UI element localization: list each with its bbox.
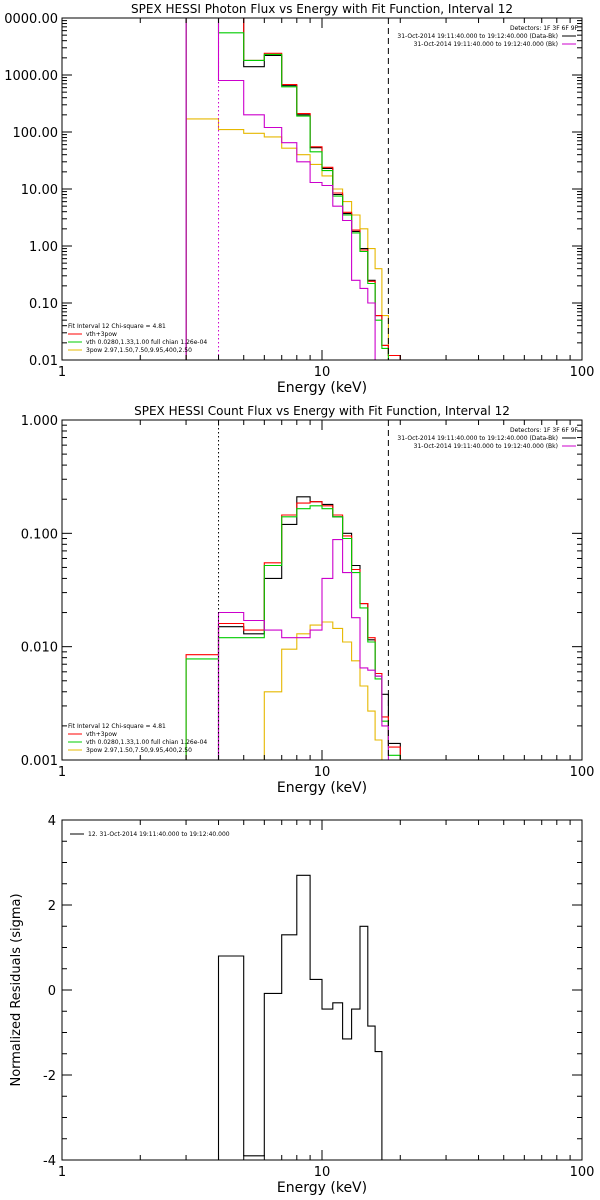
x-tick-label: 1 bbox=[58, 365, 66, 380]
legend-entry: 31-Oct-2014 19:11:40.000 to 19:12:40.000… bbox=[414, 443, 558, 450]
y-tick-label: 0 bbox=[48, 984, 56, 999]
x-axis-label: Energy (keV) bbox=[277, 380, 367, 396]
legend-entry: vth+3pow bbox=[86, 331, 117, 338]
series-line-5 bbox=[185, 539, 401, 760]
y-tick-label: 0.01 bbox=[29, 354, 58, 369]
chart-title: SPEX HESSI Photon Flux vs Energy with Fi… bbox=[131, 2, 513, 16]
series-line-1 bbox=[217, 874, 389, 1160]
x-axis-label: Energy (keV) bbox=[277, 1180, 367, 1196]
legend-entry: 12. 31-Oct-2014 19:11:40.000 to 19:12:40… bbox=[88, 831, 230, 838]
legend-header: Detectors: 1F 3F 6F 9F bbox=[510, 25, 579, 32]
chart-panel-1: SPEX HESSI Photon Flux vs Energy with Fi… bbox=[4, 2, 595, 396]
chart-title: SPEX HESSI Count Flux vs Energy with Fit… bbox=[134, 404, 510, 418]
y-tick-label: 1.00 bbox=[29, 240, 58, 255]
legend-header: Detectors: 1F 3F 6F 9F bbox=[510, 427, 579, 434]
legend-header: Fit Interval 12 Chi-square = 4.81 bbox=[68, 323, 166, 330]
plot-area bbox=[185, 18, 401, 360]
legend-entry: 3pow 2.97,1.50,7.50,9.95,400,2.50 bbox=[86, 347, 192, 354]
y-tick-label: 0.001 bbox=[21, 754, 58, 769]
legend-entry: vth 0.0280,1.33,1.00 full chian 1.26e-04 bbox=[86, 339, 207, 346]
y-tick-label: 0.100 bbox=[21, 527, 58, 542]
y-tick-label: -4 bbox=[43, 1154, 56, 1169]
legend-bottom: Fit Interval 12 Chi-square = 4.81vth+3po… bbox=[68, 723, 207, 754]
y-tick-label: 1000.00 bbox=[4, 69, 58, 84]
x-tick-label: 100 bbox=[570, 765, 595, 780]
y-tick-label: 1.000 bbox=[21, 414, 58, 429]
x-tick-label: 10 bbox=[314, 365, 331, 380]
y-tick-label: 0.010 bbox=[21, 641, 58, 656]
y-tick-label: 0.10 bbox=[29, 297, 58, 312]
y-tick-label: 2 bbox=[48, 899, 56, 914]
y-tick-label: 4 bbox=[48, 814, 56, 829]
x-tick-label: 100 bbox=[570, 1165, 595, 1180]
legend-entry: 31-Oct-2014 19:11:40.000 to 19:12:40.000… bbox=[397, 33, 558, 40]
legend-entry: 31-Oct-2014 19:11:40.000 to 19:12:40.000… bbox=[397, 435, 558, 442]
legend-entry: 3pow 2.97,1.50,7.50,9.95,400,2.50 bbox=[86, 747, 192, 754]
plot-area bbox=[217, 874, 389, 1160]
plot-frame bbox=[61, 17, 583, 361]
y-axis-label: Normalized Residuals (sigma) bbox=[9, 893, 24, 1086]
x-tick-label: 1 bbox=[58, 1165, 66, 1180]
x-tick-label: 10 bbox=[314, 765, 331, 780]
x-axis-label: Energy (keV) bbox=[277, 780, 367, 796]
y-tick-label: 0000.00 bbox=[4, 12, 58, 27]
legend-entry: vth+3pow bbox=[86, 731, 117, 738]
legend-header: Fit Interval 12 Chi-square = 4.81 bbox=[68, 723, 166, 730]
series-line-4 bbox=[185, 505, 401, 760]
y-tick-label: 100.00 bbox=[13, 126, 59, 141]
x-tick-label: 1 bbox=[58, 765, 66, 780]
series-line-1 bbox=[185, 621, 401, 760]
plot-area bbox=[185, 496, 401, 760]
x-tick-label: 10 bbox=[314, 1165, 331, 1180]
legend-entry: 31-Oct-2014 19:11:40.000 to 19:12:40.000… bbox=[414, 41, 558, 48]
legend-entry: vth 0.0280,1.33,1.00 full chian 1.26e-04 bbox=[86, 739, 207, 746]
legend-bottom: Fit Interval 12 Chi-square = 4.81vth+3po… bbox=[68, 323, 207, 354]
chart-panel-3: 1 10 100 Energy (keV) 4 2 0 -2 -4 Normalized Resi… bbox=[9, 814, 594, 1196]
legend-top: 12. 31-Oct-2014 19:11:40.000 to 19:12:40… bbox=[70, 831, 230, 838]
y-tick-label: -2 bbox=[43, 1069, 56, 1084]
x-tick-label: 100 bbox=[570, 365, 595, 380]
chart-panel-2: SPEX HESSI Count Flux vs Energy with Fit… bbox=[21, 404, 595, 796]
series-line-5 bbox=[185, 18, 401, 360]
y-tick-label: 10.00 bbox=[21, 183, 58, 198]
